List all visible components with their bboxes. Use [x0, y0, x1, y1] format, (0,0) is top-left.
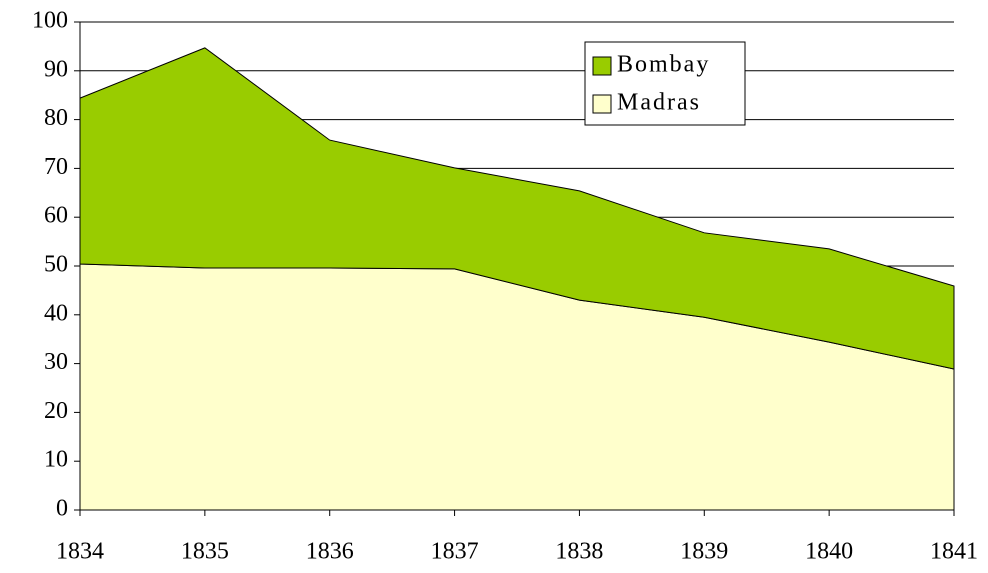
x-tick-label: 1840	[805, 539, 853, 565]
legend-swatch	[592, 94, 612, 114]
x-tick-label: 1835	[181, 539, 229, 565]
legend-label: Madras	[617, 90, 701, 116]
y-tick-label: 100	[32, 8, 68, 34]
y-tick-label: 60	[44, 203, 68, 229]
legend-box	[584, 41, 746, 126]
x-tick-label: 1841	[930, 539, 978, 565]
y-tick-label: 0	[56, 496, 68, 522]
area	[79, 47, 955, 370]
legend-label: Bombay	[617, 52, 710, 78]
y-tick-label: 70	[44, 154, 68, 180]
legend-swatch	[592, 56, 612, 76]
y-tick-label: 90	[44, 56, 68, 82]
y-tick-label: 40	[44, 300, 68, 326]
y-tick-label: 20	[44, 398, 68, 424]
x-tick-label: 1834	[56, 539, 104, 565]
x-tick-label: 1837	[431, 539, 479, 565]
y-tick-label: 80	[44, 105, 68, 131]
x-tick-label: 1838	[555, 539, 603, 565]
y-tick-label: 10	[44, 447, 68, 473]
y-tick-label: 30	[44, 349, 68, 375]
y-tick-label: 50	[44, 252, 68, 278]
x-tick-label: 1839	[680, 539, 728, 565]
x-tick-label: 1836	[306, 539, 354, 565]
